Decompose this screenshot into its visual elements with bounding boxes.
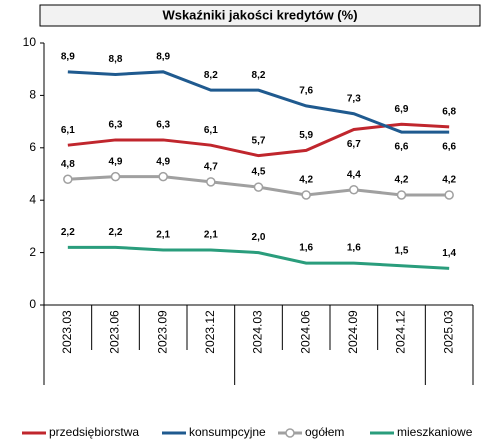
data-label: 6,1: [204, 125, 218, 136]
data-label: 1,6: [347, 243, 361, 254]
point: [158, 171, 168, 182]
x-tick-label: 2024.12: [394, 310, 408, 354]
data-label: 6,3: [109, 120, 123, 131]
data-label: 7,6: [299, 86, 313, 97]
point: [444, 190, 454, 200]
point: [301, 190, 311, 200]
legend-label: ogółem: [305, 425, 344, 439]
data-label: 6,8: [442, 106, 456, 117]
data-label: 6,1: [61, 125, 75, 136]
data-label: 4,4: [347, 169, 361, 180]
legend-marker: [285, 428, 295, 438]
data-label: 4,2: [442, 175, 456, 186]
y-tick-label: 10: [23, 35, 37, 49]
x-tick-label: 2024.03: [251, 310, 265, 354]
y-tick-label: 8: [29, 88, 36, 102]
data-label: 6,9: [395, 104, 409, 115]
x-tick-label: 2024.09: [346, 310, 360, 354]
legend-label: przedsiębiorstwa: [49, 425, 139, 439]
x-tick-label: 2025.03: [441, 310, 455, 354]
point: [206, 177, 216, 187]
data-label: 1,6: [299, 243, 313, 254]
point: [349, 184, 359, 195]
data-label: 2,1: [204, 230, 218, 241]
data-label: 4,9: [109, 156, 123, 167]
data-label: 4,7: [204, 162, 218, 173]
data-label: 4,2: [395, 175, 409, 186]
data-label: 7,3: [347, 93, 361, 104]
title-box: [39, 4, 481, 27]
data-label: 8,2: [204, 70, 218, 81]
y-tick-label: 4: [29, 192, 36, 206]
data-label: 1,5: [395, 245, 409, 256]
data-label: 2,1: [156, 230, 170, 241]
data-label: 6,3: [156, 120, 170, 131]
data-label: 1,4: [442, 248, 456, 259]
x-tick-label: 2023.12: [203, 310, 217, 354]
series-line: [67, 70, 450, 134]
data-label: 8,9: [61, 51, 75, 62]
y-tick-label: 6: [29, 140, 36, 154]
data-label: 8,9: [156, 51, 170, 62]
x-tick-label: 2023.03: [60, 310, 74, 354]
x-tick-label: 2024.06: [298, 310, 312, 354]
data-label: 4,9: [156, 156, 170, 167]
series-line: [67, 245, 450, 270]
data-label: 6,6: [395, 142, 409, 153]
data-label: 4,2: [299, 175, 313, 186]
data-label: 8,2: [252, 70, 266, 81]
point: [110, 171, 121, 182]
y-tick-label: 0: [29, 297, 36, 311]
data-label: 5,7: [252, 135, 266, 146]
y-tick-label: 2: [29, 245, 36, 259]
data-label: 4,5: [252, 167, 266, 178]
data-label: 6,6: [442, 142, 456, 153]
data-label: 2,2: [109, 227, 123, 238]
chart-title: Wskaźniki jakości kredytów (%): [162, 7, 357, 22]
point: [396, 190, 407, 200]
point: [63, 174, 73, 184]
point: [253, 182, 264, 192]
data-label: 6,7: [347, 139, 361, 150]
legend-label: konsumpcyjne: [189, 425, 266, 439]
data-label: 4,8: [61, 159, 75, 170]
data-label: 2,0: [252, 232, 266, 243]
data-label: 8,8: [109, 54, 123, 65]
data-label: 5,9: [299, 130, 313, 141]
x-tick-label: 2023.06: [108, 310, 122, 354]
legend-label: mieszkaniowe: [397, 425, 473, 439]
x-tick-label: 2023.09: [155, 310, 169, 354]
data-label: 2,2: [61, 227, 75, 238]
